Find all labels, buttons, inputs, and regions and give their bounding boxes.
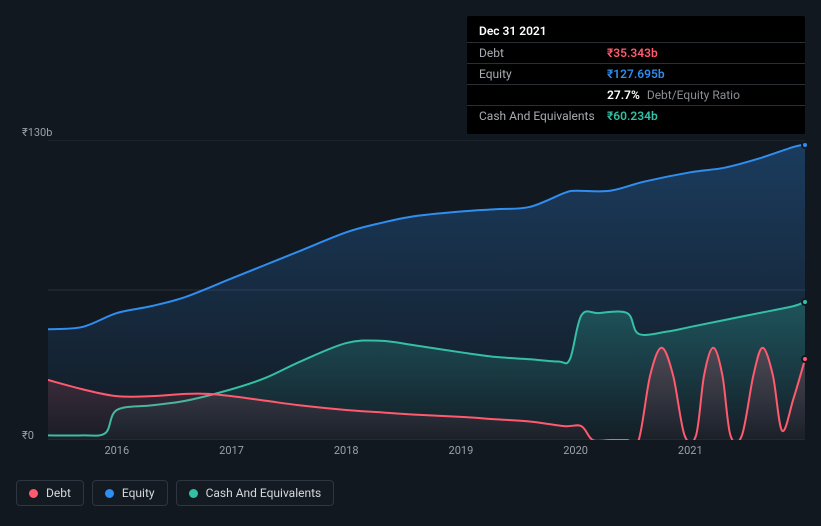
series-end-marker <box>801 141 809 149</box>
x-axis-tick: 2018 <box>334 444 359 457</box>
x-axis-tick: 2016 <box>104 444 129 457</box>
chart-svg <box>48 140 805 440</box>
series-end-marker <box>801 355 809 363</box>
x-axis-tick: 2021 <box>678 444 703 457</box>
tooltip-row-label: Cash And Equivalents <box>479 108 607 124</box>
tooltip-row-value: ₹35.343b <box>607 45 658 61</box>
legend-dot <box>189 489 198 498</box>
x-axis-tick: 2019 <box>449 444 474 457</box>
tooltip-row: Cash And Equivalents₹60.234b <box>467 105 805 126</box>
x-axis: 2016 2017 2018 2019 2020 2021 <box>48 444 805 460</box>
x-axis-tick: 2017 <box>219 444 244 457</box>
tooltip-row-label: Equity <box>479 66 607 82</box>
tooltip-row: Debt₹35.343b <box>467 42 805 63</box>
series-end-marker <box>801 298 809 306</box>
tooltip-date: Dec 31 2021 <box>467 24 805 42</box>
tooltip-row: Equity₹127.695b <box>467 63 805 84</box>
tooltip-row-value: ₹60.234b <box>607 108 658 124</box>
legend-label: Debt <box>46 486 71 500</box>
legend-label: Cash And Equivalents <box>206 486 322 500</box>
legend-item[interactable]: Debt <box>16 480 84 506</box>
tooltip-row-value: 27.7% Debt/Equity Ratio <box>607 87 740 103</box>
legend-item[interactable]: Cash And Equivalents <box>176 480 335 506</box>
chart-tooltip: Dec 31 2021 Debt₹35.343bEquity₹127.695b2… <box>467 16 805 134</box>
tooltip-row-label <box>479 87 607 103</box>
y-axis-label-min: ₹0 <box>22 429 34 442</box>
y-axis-label-max: ₹130b <box>22 126 52 139</box>
legend-item[interactable]: Equity <box>92 480 168 506</box>
legend: Debt Equity Cash And Equivalents <box>16 480 334 506</box>
legend-dot <box>29 489 38 498</box>
legend-dot <box>105 489 114 498</box>
tooltip-row-suffix: Debt/Equity Ratio <box>644 88 740 102</box>
legend-label: Equity <box>122 486 155 500</box>
tooltip-row-value: ₹127.695b <box>607 66 665 82</box>
chart-area[interactable]: ₹130b ₹0 <box>16 140 805 440</box>
x-axis-tick: 2020 <box>563 444 588 457</box>
tooltip-row-label: Debt <box>479 45 607 61</box>
tooltip-row: 27.7% Debt/Equity Ratio <box>467 84 805 105</box>
